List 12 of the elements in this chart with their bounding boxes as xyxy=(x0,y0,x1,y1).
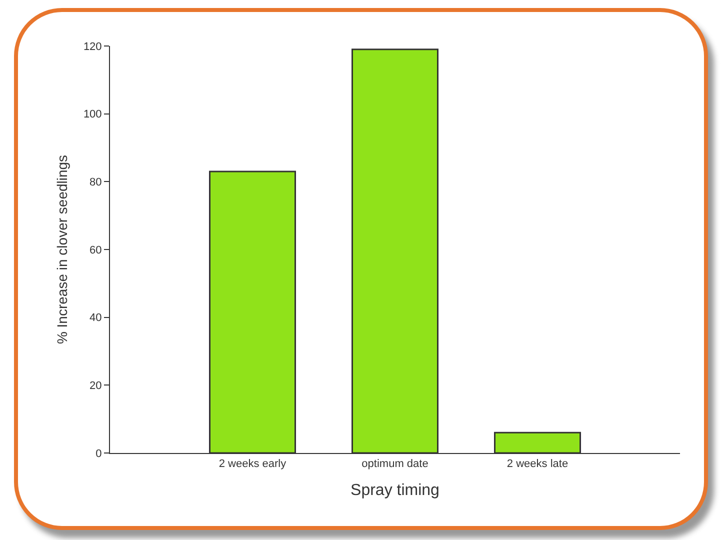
y-tick-label: 40 xyxy=(90,312,102,324)
y-axis-title: % Increase in clover seedlings xyxy=(54,154,70,344)
y-tick-label: 0 xyxy=(96,448,102,460)
y-tick-label: 20 xyxy=(90,380,102,392)
x-axis-title: Spray timing xyxy=(350,482,440,499)
y-tick-label: 120 xyxy=(83,40,102,53)
y-tick-label: 100 xyxy=(83,108,102,121)
y-tick-label: 60 xyxy=(90,244,102,256)
x-tick-label: 2 weeks early xyxy=(218,458,287,470)
y-tick-label: 80 xyxy=(90,176,102,189)
x-tick-label: optimum date xyxy=(362,458,428,470)
x-tick-label: 2 weeks late xyxy=(506,458,568,470)
